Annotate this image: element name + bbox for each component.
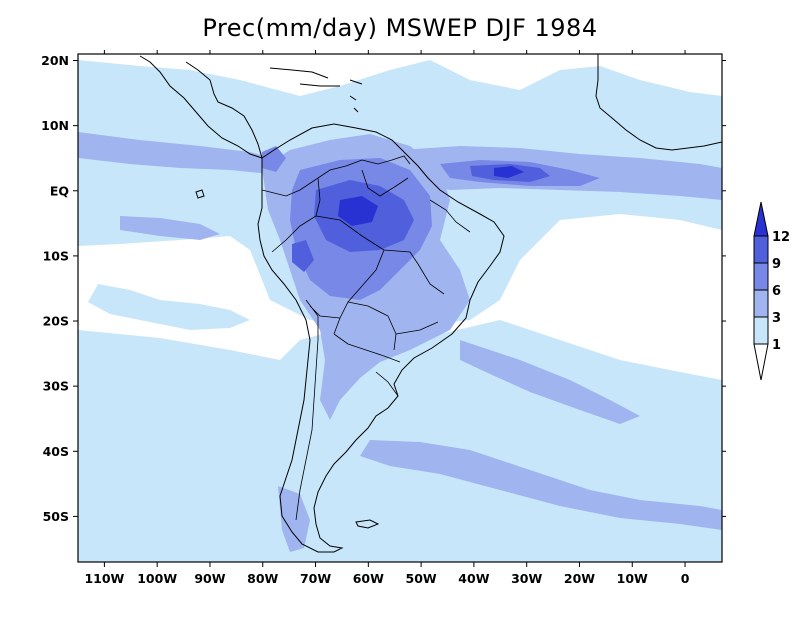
latitude-axis: 20N 10N EQ 10S 20S 30S 40S 50S	[41, 53, 726, 524]
lon-tick-label: 60W	[353, 571, 384, 586]
coastlines	[139, 54, 722, 553]
galapagos-islands	[195, 189, 205, 199]
lat-tick-label: 40S	[43, 444, 69, 459]
africa-coastline	[595, 54, 722, 151]
falkland-islands	[355, 519, 380, 529]
colorbar-label: 12	[772, 230, 790, 245]
colorbar-top-arrow	[753, 201, 769, 237]
colorbar-segment	[753, 316, 769, 345]
lon-tick-label: 100W	[137, 571, 177, 586]
lon-tick-label: 10W	[617, 571, 648, 586]
lon-tick-label: 110W	[84, 571, 124, 586]
lat-tick-label: 10S	[43, 248, 69, 263]
plot-frame	[77, 53, 723, 563]
lat-tick-label: EQ	[50, 183, 69, 198]
lon-tick-label: 30W	[511, 571, 542, 586]
colorbar-bottom-arrow	[753, 343, 769, 381]
lat-tick-label: 10N	[41, 118, 69, 133]
lat-tick-label: 50S	[43, 509, 69, 524]
lon-tick-label: 70W	[300, 571, 331, 586]
colorbar-label: 3	[772, 311, 781, 326]
colorbar-segment	[753, 262, 769, 291]
lon-tick-label: 20W	[564, 571, 595, 586]
country-borders	[261, 155, 471, 521]
colorbar: 1 3 6 9 12	[753, 201, 790, 381]
lon-tick-label: 50W	[406, 571, 437, 586]
precipitation-field	[78, 54, 722, 562]
longitude-axis: 110W 100W 90W 80W 70W 60W 50W 40W 30W 20W 10W 0	[84, 50, 690, 586]
lat-tick-label: 20N	[41, 53, 69, 68]
lat-tick-label: 30S	[43, 379, 69, 394]
lon-tick-label: 80W	[247, 571, 278, 586]
colorbar-segment	[753, 235, 769, 264]
map-title: Prec(mm/day) MSWEP DJF 1984	[202, 14, 598, 42]
colorbar-label: 9	[772, 257, 781, 272]
lon-tick-label: 0	[681, 571, 690, 586]
caribbean-islands	[269, 67, 363, 113]
colorbar-segment	[753, 289, 769, 318]
lon-tick-label: 90W	[194, 571, 225, 586]
precip-level-12-plus	[338, 166, 524, 226]
lon-tick-label: 40W	[458, 571, 489, 586]
colorbar-label: 1	[772, 338, 781, 353]
south-america-coastline	[257, 123, 505, 553]
colorbar-label: 6	[772, 284, 781, 299]
border-lines	[261, 155, 471, 521]
lat-tick-label: 20S	[43, 314, 69, 329]
central-america-coastline	[139, 55, 263, 159]
